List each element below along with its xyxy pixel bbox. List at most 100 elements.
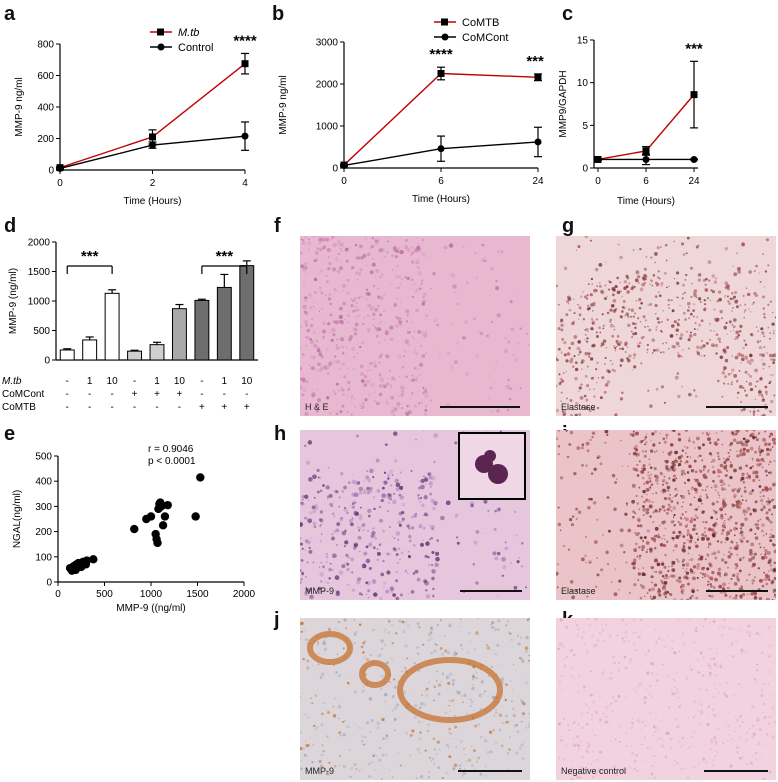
tissue-cell bbox=[737, 334, 740, 337]
tissue-cell bbox=[590, 327, 594, 331]
tissue-cell bbox=[732, 597, 735, 600]
tissue-cell bbox=[336, 239, 341, 244]
tissue-cell bbox=[305, 335, 309, 340]
tissue-cell bbox=[728, 626, 732, 630]
tissue-cell bbox=[619, 725, 622, 728]
tissue-cell bbox=[562, 717, 566, 721]
tissue-cell bbox=[300, 759, 302, 762]
tissue-cell bbox=[755, 680, 759, 684]
tissue-cell bbox=[453, 763, 458, 767]
tissue-cell bbox=[661, 385, 664, 389]
tissue-cell bbox=[633, 365, 637, 369]
tissue-cell bbox=[658, 737, 661, 740]
tissue-cell bbox=[576, 346, 581, 351]
tissue-cell bbox=[753, 591, 757, 596]
tissue-cell bbox=[577, 245, 581, 249]
tissue-cell bbox=[651, 566, 655, 569]
tissue-cell bbox=[659, 524, 661, 527]
tissue-cell bbox=[770, 581, 774, 585]
tissue-cell bbox=[582, 318, 586, 321]
tissue-cell bbox=[689, 597, 692, 600]
tissue-cell bbox=[422, 295, 425, 299]
tissue-cell bbox=[744, 370, 748, 374]
tissue-cell bbox=[479, 693, 482, 696]
tissue-cell bbox=[746, 506, 751, 511]
tissue-cell bbox=[636, 275, 641, 279]
tissue-cell bbox=[384, 255, 387, 258]
histology-image-h: MMP-9 bbox=[300, 430, 530, 600]
tissue-cell bbox=[372, 754, 375, 757]
tissue-cell bbox=[702, 474, 704, 477]
tissue-cell bbox=[581, 464, 584, 467]
tissue-cell bbox=[335, 591, 341, 597]
tissue-cell bbox=[437, 692, 441, 696]
tissue-cell bbox=[425, 405, 428, 408]
tissue-cell bbox=[340, 386, 343, 389]
tissue-cell bbox=[658, 508, 662, 511]
tissue-cell bbox=[350, 395, 354, 399]
tissue-cell bbox=[319, 366, 324, 370]
tissue-cell bbox=[709, 322, 712, 325]
tissue-cell bbox=[600, 568, 604, 572]
y-tick-label: 400 bbox=[35, 477, 52, 488]
tissue-cell bbox=[457, 691, 461, 696]
tissue-cell bbox=[615, 478, 618, 480]
tissue-cell bbox=[711, 465, 715, 469]
tissue-cell bbox=[710, 748, 713, 751]
tissue-cell bbox=[707, 527, 712, 532]
tissue-cell bbox=[747, 474, 752, 479]
scale-bar bbox=[706, 590, 768, 592]
tissue-cell bbox=[680, 590, 683, 593]
tissue-cell bbox=[714, 673, 718, 677]
tissue-cell bbox=[308, 542, 310, 544]
tissue-cell bbox=[728, 595, 732, 599]
y-tick-label: 100 bbox=[35, 552, 52, 563]
tissue-cell bbox=[764, 430, 767, 433]
tissue-cell bbox=[500, 250, 504, 254]
tissue-cell bbox=[769, 694, 772, 697]
tissue-cell bbox=[332, 705, 335, 708]
tissue-cell bbox=[335, 412, 339, 416]
tissue-cell bbox=[774, 316, 776, 319]
y-axis-label: MMP-9 (ng/ml) bbox=[8, 268, 19, 334]
tissue-cell bbox=[690, 468, 695, 473]
histology-image-i: Elastase bbox=[556, 430, 776, 600]
tissue-cell bbox=[318, 273, 321, 275]
tissue-cell bbox=[643, 438, 646, 441]
tissue-cell bbox=[612, 696, 615, 699]
tissue-cell bbox=[337, 705, 342, 709]
tissue-cell bbox=[724, 281, 729, 286]
tissue-cell bbox=[727, 382, 730, 385]
tissue-cell bbox=[368, 567, 372, 571]
tissue-cell bbox=[650, 565, 654, 570]
tissue-cell bbox=[502, 564, 507, 569]
tissue-cell bbox=[417, 494, 420, 496]
tissue-cell bbox=[772, 353, 776, 358]
tissue-cell bbox=[422, 526, 426, 530]
tissue-cell bbox=[379, 238, 382, 241]
tissue-cell bbox=[448, 731, 451, 734]
tissue-cell bbox=[726, 469, 729, 472]
tissue-cell bbox=[510, 327, 514, 332]
tissue-cell bbox=[398, 320, 403, 325]
tissue-cell bbox=[724, 375, 728, 379]
tissue-cell bbox=[371, 258, 374, 260]
x-tick-label: 0 bbox=[595, 176, 601, 187]
tissue-cell bbox=[694, 713, 697, 716]
tissue-cell bbox=[724, 488, 727, 491]
tissue-cell bbox=[504, 698, 508, 702]
tissue-cell bbox=[709, 666, 713, 670]
tissue-cell bbox=[592, 645, 595, 648]
tissue-cell bbox=[702, 572, 705, 576]
panel-label-g: g bbox=[562, 215, 575, 237]
tissue-cell bbox=[690, 668, 693, 672]
tissue-cell bbox=[353, 690, 357, 694]
tissue-cell bbox=[755, 380, 758, 383]
tissue-cell bbox=[579, 740, 582, 743]
tissue-cell bbox=[332, 714, 337, 718]
tissue-cell bbox=[678, 740, 681, 743]
tissue-cell bbox=[355, 305, 358, 309]
tissue-cell bbox=[304, 494, 309, 499]
tissue-cell bbox=[385, 329, 389, 333]
tissue-cell bbox=[560, 351, 563, 354]
